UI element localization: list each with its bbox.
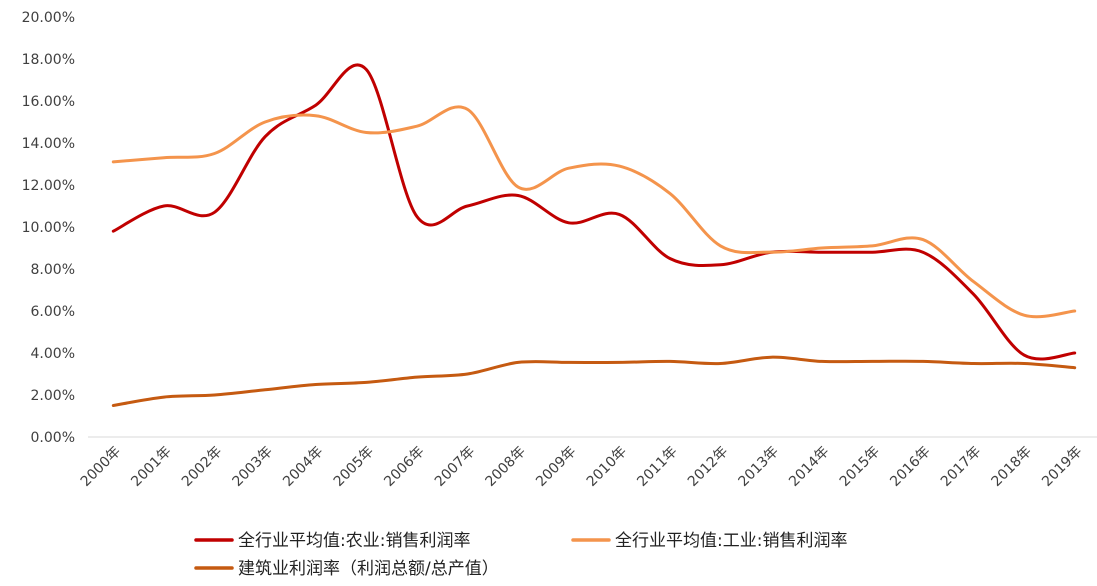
- y-tick-label: 18.00%: [22, 52, 75, 68]
- x-tick-label: 2007年: [432, 444, 478, 490]
- y-tick-label: 12.00%: [22, 178, 75, 194]
- x-tick-label: 2014年: [786, 444, 832, 490]
- y-tick-label: 6.00%: [31, 304, 75, 320]
- series-lines: [111, 63, 1077, 407]
- x-tick-label: 2004年: [280, 444, 326, 490]
- x-tick-label: 2002年: [179, 444, 225, 490]
- x-tick-label: 2012年: [685, 444, 731, 490]
- legend-label: 全行业平均值:工业:销售利润率: [615, 531, 847, 551]
- x-tick-label: 2000年: [78, 444, 124, 490]
- y-tick-label: 16.00%: [22, 94, 75, 110]
- y-tick-label: 0.00%: [31, 430, 75, 446]
- x-tick-label: 2015年: [837, 444, 883, 490]
- x-tick-label: 2005年: [331, 444, 377, 490]
- x-tick-label: 2010年: [584, 444, 630, 490]
- y-tick-label: 2.00%: [31, 388, 75, 404]
- legend-label: 全行业平均值:农业:销售利润率: [238, 531, 470, 551]
- x-tick-label: 2017年: [938, 444, 984, 490]
- series-line-2: [111, 105, 1077, 319]
- x-tick-label: 2006年: [381, 444, 427, 490]
- x-axis-ticks: 2000年 2001年 2002年 2003年 2004年 2005年 2006年 2007年…: [78, 444, 1086, 490]
- legend-label: 建筑业利润率（利润总额/总产值）: [238, 559, 499, 579]
- x-tick-label: 2019年: [1039, 444, 1085, 490]
- x-tick-label: 2009年: [533, 444, 579, 490]
- y-tick-label: 20.00%: [22, 10, 75, 26]
- y-tick-label: 4.00%: [31, 346, 75, 362]
- series-line-3: [111, 355, 1077, 407]
- y-tick-label: 14.00%: [22, 136, 75, 152]
- x-tick-label: 2003年: [230, 444, 276, 490]
- x-tick-label: 2001年: [128, 444, 174, 490]
- series-line-1: [111, 63, 1077, 361]
- y-tick-label: 8.00%: [31, 262, 75, 278]
- y-tick-label: 10.00%: [22, 220, 75, 236]
- legend: 全行业平均值:农业:销售利润率 全行业平均值:工业:销售利润率建筑业利润率（利润总…: [194, 531, 847, 579]
- x-tick-label: 2013年: [736, 444, 782, 490]
- y-axis-ticks: 0.00% 2.00% 4.00% 6.00% 8.00% 10.00% 12.00% 14.…: [22, 10, 75, 446]
- x-tick-label: 2011年: [634, 444, 680, 490]
- x-tick-label: 2008年: [483, 444, 529, 490]
- x-tick-label: 2018年: [989, 444, 1035, 490]
- x-tick-label: 2016年: [887, 444, 933, 490]
